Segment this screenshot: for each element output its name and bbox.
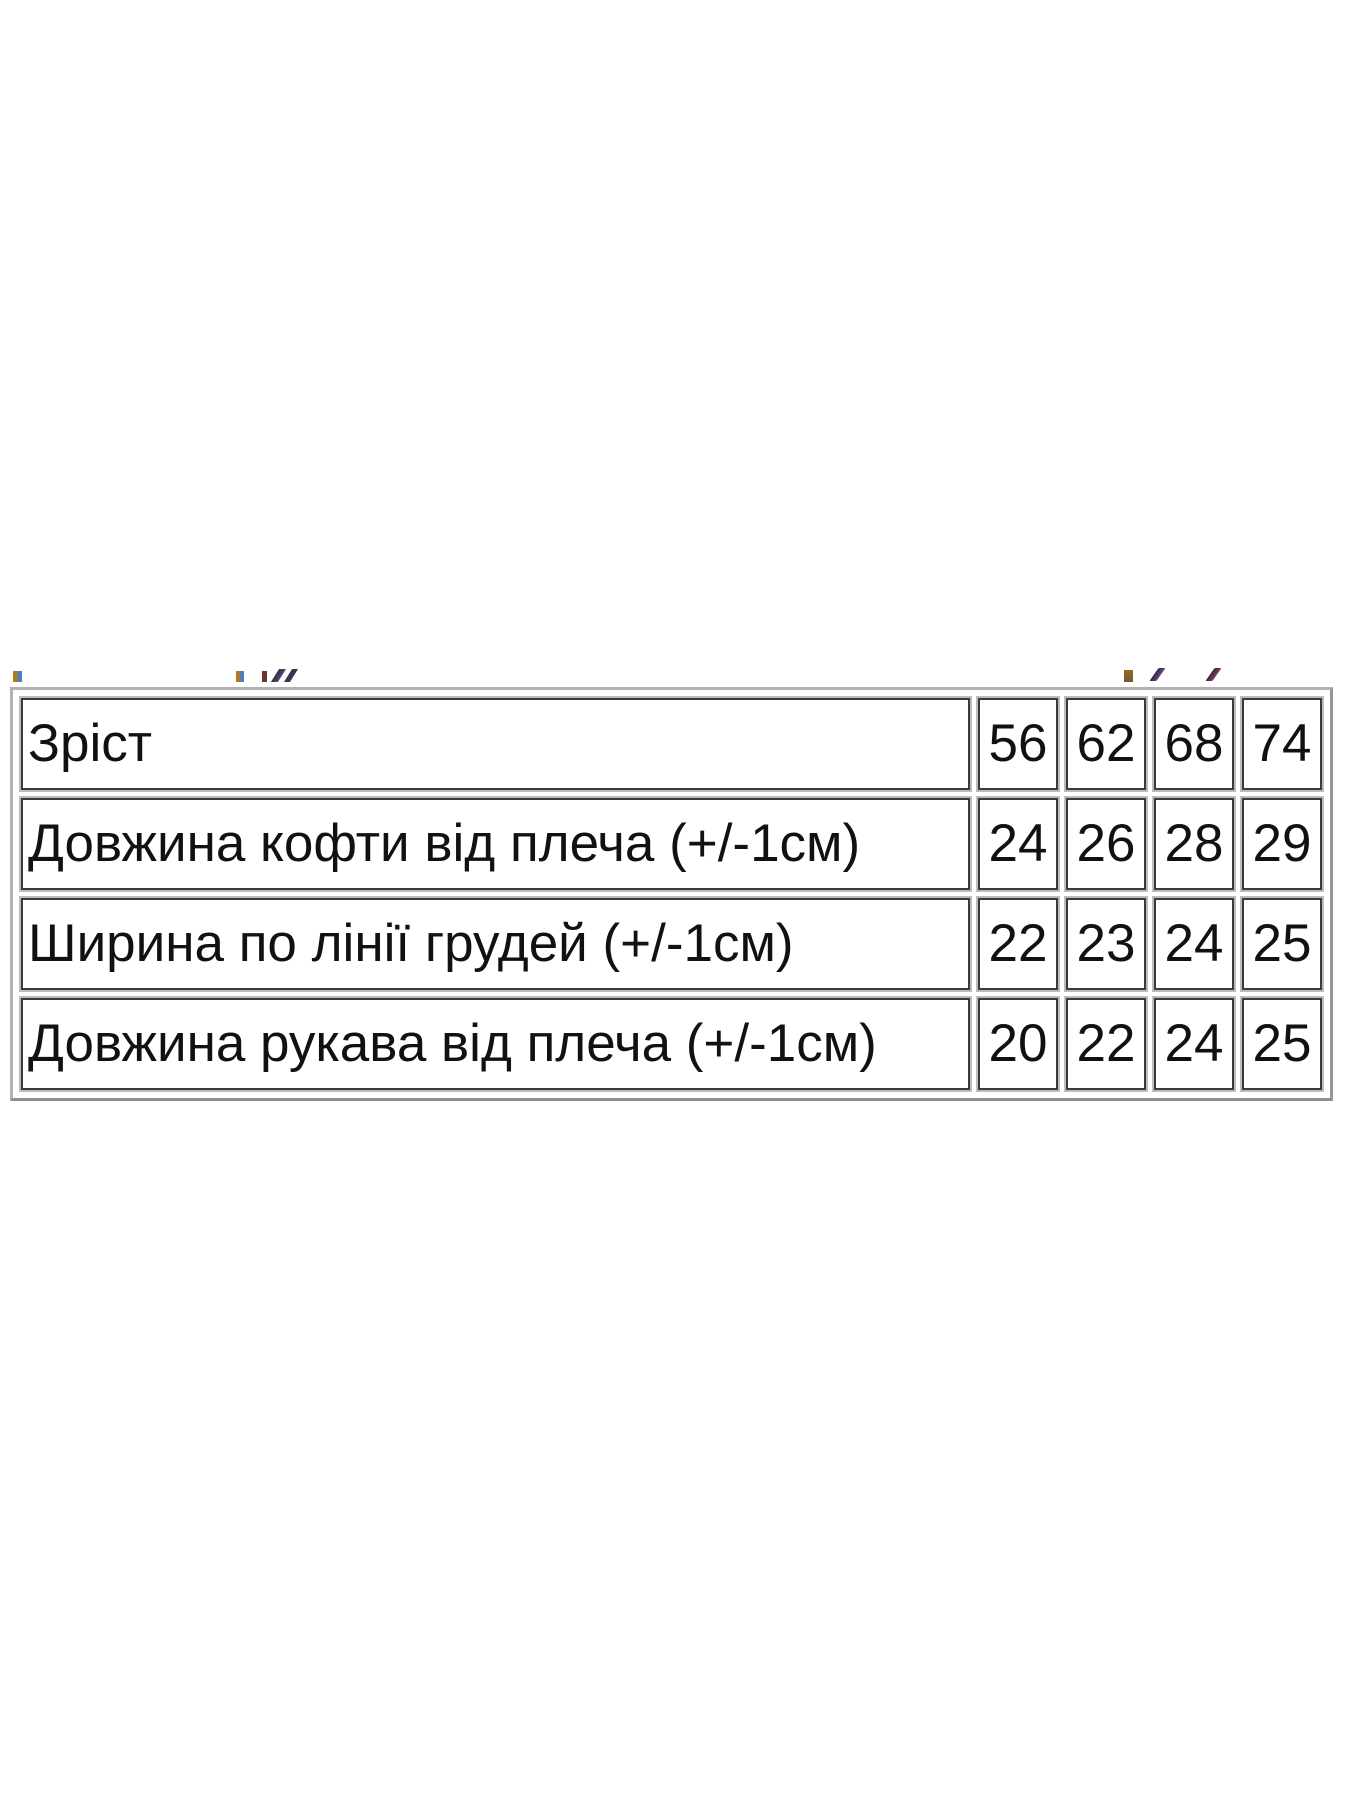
cropped-text-fragment bbox=[13, 671, 22, 682]
cropped-text-fragment bbox=[262, 671, 267, 682]
cropped-text-fragment bbox=[1149, 668, 1166, 681]
row-label-height: Зріст bbox=[21, 698, 970, 790]
size-cell: 23 bbox=[1066, 898, 1146, 990]
table-row-sweater-length: Довжина кофти від плеча (+/-1см) 24 26 2… bbox=[21, 798, 1322, 890]
row-label-sleeve-length: Довжина рукава від плеча (+/-1см) bbox=[21, 998, 970, 1090]
table-row-height: Зріст 56 62 68 74 bbox=[21, 698, 1322, 790]
size-cell: 68 bbox=[1154, 698, 1234, 790]
size-cell: 62 bbox=[1066, 698, 1146, 790]
cropped-text-fragment bbox=[236, 671, 244, 682]
size-cell: 74 bbox=[1242, 698, 1322, 790]
cropped-text-fragment bbox=[1124, 670, 1133, 682]
size-cell: 22 bbox=[1066, 998, 1146, 1090]
size-cell: 24 bbox=[978, 798, 1058, 890]
size-cell: 28 bbox=[1154, 798, 1234, 890]
table-row-sleeve-length: Довжина рукава від плеча (+/-1см) 20 22 … bbox=[21, 998, 1322, 1090]
size-chart-table: Зріст 56 62 68 74 Довжина кофти від плеч… bbox=[10, 687, 1333, 1101]
size-cell: 29 bbox=[1242, 798, 1322, 890]
size-cell: 22 bbox=[978, 898, 1058, 990]
size-cell: 24 bbox=[1154, 898, 1234, 990]
size-cell: 24 bbox=[1154, 998, 1234, 1090]
size-cell: 25 bbox=[1242, 898, 1322, 990]
size-cell: 26 bbox=[1066, 798, 1146, 890]
size-cell: 56 bbox=[978, 698, 1058, 790]
row-label-chest-width: Ширина по лінії грудей (+/-1см) bbox=[21, 898, 970, 990]
row-label-sweater-length: Довжина кофти від плеча (+/-1см) bbox=[21, 798, 970, 890]
table-row-chest-width: Ширина по лінії грудей (+/-1см) 22 23 24… bbox=[21, 898, 1322, 990]
cropped-text-fragment bbox=[1205, 668, 1222, 681]
size-cell: 25 bbox=[1242, 998, 1322, 1090]
size-cell: 20 bbox=[978, 998, 1058, 1090]
cropped-text-fragment bbox=[283, 669, 299, 682]
